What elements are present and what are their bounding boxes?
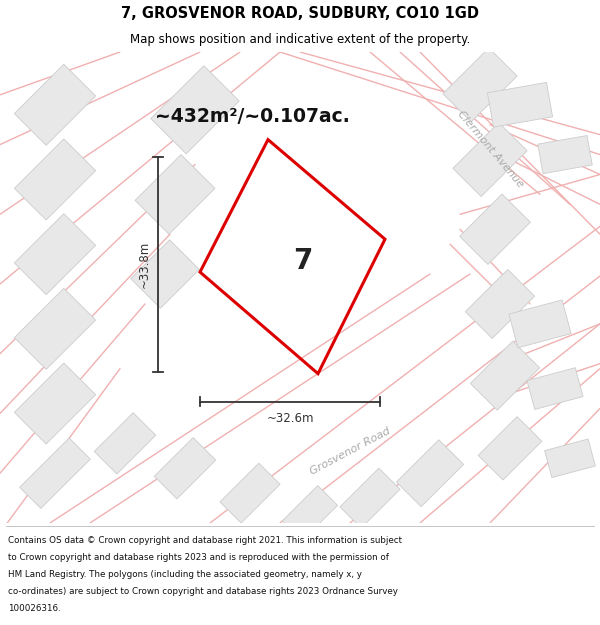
- Polygon shape: [340, 468, 400, 528]
- Polygon shape: [14, 288, 95, 369]
- Polygon shape: [14, 363, 95, 444]
- Polygon shape: [151, 66, 239, 154]
- Polygon shape: [283, 486, 338, 541]
- Text: co-ordinates) are subject to Crown copyright and database rights 2023 Ordnance S: co-ordinates) are subject to Crown copyr…: [8, 587, 398, 596]
- Text: 100026316.: 100026316.: [8, 604, 61, 612]
- Polygon shape: [131, 240, 199, 308]
- Polygon shape: [14, 139, 95, 220]
- Polygon shape: [453, 122, 527, 196]
- Text: HM Land Registry. The polygons (including the associated geometry, namely x, y: HM Land Registry. The polygons (includin…: [8, 570, 362, 579]
- Text: Clermont Avenue: Clermont Avenue: [455, 109, 525, 190]
- Text: Grosvenor Road: Grosvenor Road: [308, 426, 392, 477]
- Polygon shape: [487, 82, 553, 127]
- Polygon shape: [545, 439, 595, 478]
- Polygon shape: [538, 136, 592, 174]
- Polygon shape: [509, 300, 571, 348]
- Polygon shape: [460, 194, 530, 264]
- Text: ~33.8m: ~33.8m: [137, 241, 151, 288]
- Polygon shape: [443, 48, 517, 122]
- Text: 7: 7: [293, 247, 313, 275]
- Text: Contains OS data © Crown copyright and database right 2021. This information is : Contains OS data © Crown copyright and d…: [8, 536, 402, 545]
- Text: 7, GROSVENOR ROAD, SUDBURY, CO10 1GD: 7, GROSVENOR ROAD, SUDBURY, CO10 1GD: [121, 6, 479, 21]
- Polygon shape: [14, 214, 95, 294]
- Polygon shape: [397, 440, 464, 507]
- Text: ~432m²/~0.107ac.: ~432m²/~0.107ac.: [155, 107, 350, 126]
- Text: ~32.6m: ~32.6m: [266, 412, 314, 425]
- Polygon shape: [20, 438, 91, 508]
- Text: to Crown copyright and database rights 2023 and is reproduced with the permissio: to Crown copyright and database rights 2…: [8, 553, 389, 562]
- Polygon shape: [14, 64, 95, 145]
- Polygon shape: [135, 154, 215, 234]
- Polygon shape: [527, 368, 583, 409]
- Polygon shape: [220, 463, 280, 523]
- Text: Map shows position and indicative extent of the property.: Map shows position and indicative extent…: [130, 32, 470, 46]
- Polygon shape: [466, 269, 535, 338]
- Polygon shape: [94, 412, 156, 474]
- Polygon shape: [154, 438, 216, 499]
- Polygon shape: [478, 417, 542, 480]
- Polygon shape: [470, 341, 539, 410]
